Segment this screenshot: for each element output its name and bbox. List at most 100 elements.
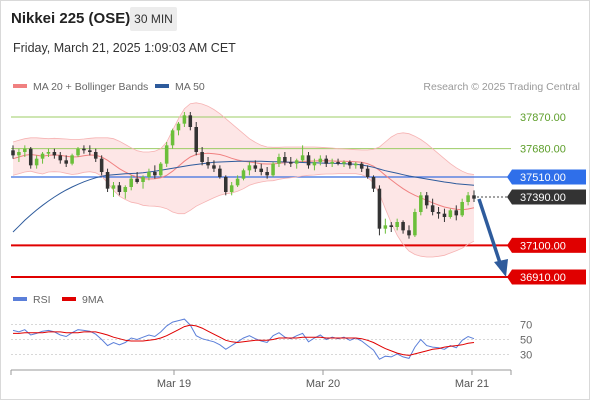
x-tick-label: Mar 19: [157, 378, 191, 390]
ma20-legend-swatch: [13, 84, 27, 88]
price-levels: [11, 116, 511, 278]
candle-body: [442, 213, 447, 217]
level-label-bg: [512, 269, 586, 285]
rsi-legend-label: RSI: [33, 294, 51, 306]
level-label: 37510.00: [520, 172, 566, 184]
candle-body: [354, 163, 358, 166]
x-axis: Mar 19 Mar 20 Mar 21: [10, 370, 512, 390]
candle-body: [300, 155, 305, 161]
candle-body: [383, 225, 388, 229]
instrument-title: Nikkei 225 (OSE): [11, 10, 131, 27]
candle-body: [424, 195, 429, 206]
candle-body: [129, 178, 133, 187]
candle-body: [359, 163, 364, 169]
candle-body: [259, 168, 264, 172]
level-label: 37870.00: [520, 112, 566, 124]
candle-body: [170, 130, 175, 146]
candle-body: [294, 160, 299, 164]
candle-body: [277, 157, 281, 164]
candle-body: [271, 163, 275, 176]
candle-body: [472, 195, 476, 199]
candle-body: [212, 165, 216, 169]
rsi-line: [12, 318, 475, 360]
candle-body: [253, 165, 258, 169]
candle-body: [413, 212, 417, 236]
ma50-legend-label: MA 50: [175, 81, 205, 93]
level-label: 37390.00: [520, 192, 566, 204]
candle-body: [135, 178, 139, 182]
candle-body: [17, 152, 21, 156]
level-label-pointer: [507, 189, 512, 205]
level-label-bg: [512, 169, 586, 185]
level-label: 37100.00: [520, 240, 566, 252]
candle-body: [164, 145, 169, 164]
candle-body: [365, 168, 370, 177]
candle-body: [436, 212, 441, 214]
level-label-bg: [512, 237, 586, 253]
candle-body: [241, 170, 246, 179]
main-legend: MA 20 + Bollinger Bands MA 50 Research ©…: [13, 81, 580, 93]
candle-body: [430, 205, 435, 212]
candle-body: [182, 115, 187, 124]
candle-body: [324, 158, 329, 164]
candle-body: [348, 162, 352, 166]
candle-body: [460, 202, 464, 216]
candle-body: [330, 162, 334, 164]
forecast-arrow-shaft: [477, 198, 503, 267]
x-tick-label: Mar 21: [455, 378, 489, 390]
candle-body: [99, 158, 104, 172]
level-labels: 37870.00 37680.00 37510.00 37390.00 37100.00…: [507, 112, 586, 285]
candle-body: [188, 115, 193, 127]
candle-body: [141, 177, 145, 182]
level-label-pointer: [507, 237, 512, 253]
candle-body: [306, 155, 311, 166]
candlesticks: [11, 112, 476, 239]
level-label-bg: [512, 189, 586, 205]
interval-button[interactable]: 30 MIN: [130, 7, 177, 31]
rsi-ma9-line: [13, 324, 475, 356]
candle-body: [76, 148, 80, 156]
candle-body: [11, 150, 15, 156]
candle-body: [40, 153, 45, 159]
candle-body: [147, 172, 151, 177]
candle-body: [312, 162, 317, 166]
candle-body: [371, 177, 376, 189]
level-label: 37680.00: [520, 144, 566, 156]
candle-body: [153, 172, 157, 176]
candle-body: [206, 162, 210, 166]
rsi-tick-label: 70: [520, 319, 532, 331]
ma9-legend-swatch: [62, 297, 76, 301]
candle-body: [466, 195, 470, 202]
level-label-pointer: [507, 169, 512, 185]
candle-body: [223, 177, 228, 192]
candle-body: [176, 123, 181, 131]
candle-body: [23, 148, 27, 152]
candle-body: [336, 162, 340, 164]
candle-body: [34, 158, 39, 166]
candle-body: [401, 222, 405, 231]
candle-body: [389, 225, 394, 227]
ma20-legend-label: MA 20 + Bollinger Bands: [33, 81, 148, 93]
ma9-legend-label: 9MA: [82, 294, 104, 306]
level-label-pointer: [507, 269, 512, 285]
candle-body: [105, 172, 110, 189]
candle-body: [229, 185, 234, 192]
candle-body: [419, 195, 423, 212]
candle-body: [200, 152, 204, 162]
candle-body: [265, 172, 269, 176]
candle-body: [407, 230, 411, 236]
chart-datetime: Friday, March 21, 2025 1:09:03 AM CET: [13, 41, 236, 55]
forecast-arrow: [477, 198, 508, 277]
candle-body: [289, 162, 293, 164]
candle-body: [46, 152, 51, 154]
candle-body: [64, 160, 68, 164]
candle-body: [111, 185, 116, 189]
ma50-line: [12, 160, 475, 233]
rsi-legend: RSI 9MA: [13, 294, 104, 306]
title-bar: Nikkei 225 (OSE) 30 MIN: [0, 0, 590, 36]
candle-body: [194, 127, 198, 152]
ma50-legend-swatch: [155, 84, 169, 88]
x-tick-label: Mar 20: [306, 378, 340, 390]
candle-body: [58, 155, 63, 161]
